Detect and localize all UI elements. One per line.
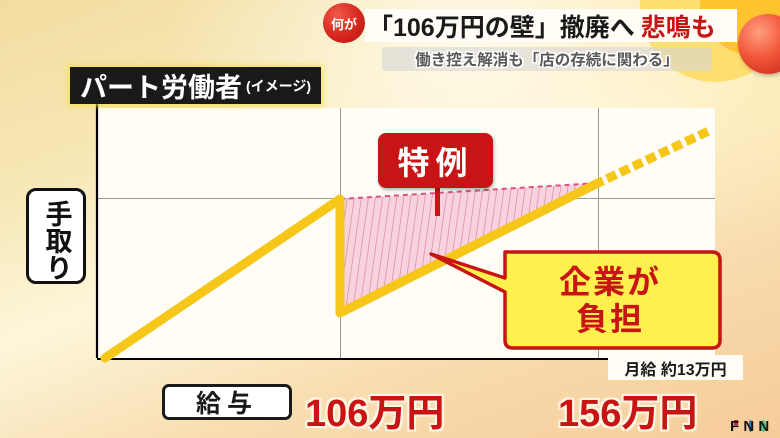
svg-text:F N N: F N N: [730, 418, 769, 434]
